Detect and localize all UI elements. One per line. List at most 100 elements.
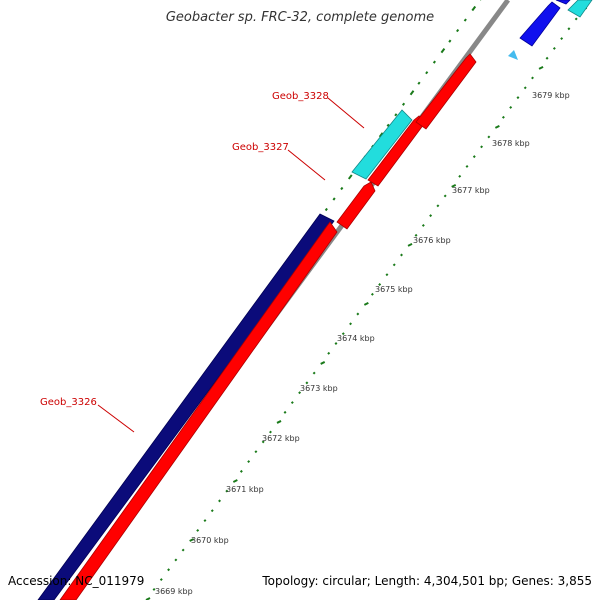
scale-tick <box>247 460 251 464</box>
scale-tick <box>210 509 214 513</box>
gc-dot <box>425 71 429 75</box>
tick-label: 3676 kbp <box>413 236 451 245</box>
tick-label: 3669 kbp <box>155 587 193 596</box>
gene-blue-arrow-2[interactable] <box>555 0 571 5</box>
gc-dot <box>440 48 446 54</box>
scale-tick <box>232 479 238 483</box>
scale-tick <box>531 76 534 80</box>
scale-tick <box>261 440 265 444</box>
scale-tick <box>239 469 243 473</box>
scale-tick <box>429 214 433 218</box>
gene-cyan-arrow-2[interactable] <box>567 0 593 18</box>
scale-tick <box>472 155 476 159</box>
scale-tick <box>327 351 331 355</box>
scale-tick <box>465 165 469 168</box>
gc-dot <box>432 60 436 64</box>
scale-tick <box>436 204 440 208</box>
callout-line-geob-3328 <box>327 97 365 129</box>
callout-line-geob-3326 <box>97 404 135 433</box>
gc-dot <box>324 207 328 212</box>
scale-tick <box>545 56 549 60</box>
scale-tick <box>174 558 178 562</box>
scale-tick <box>516 96 520 100</box>
gene-label-geob-3328[interactable]: Geob_3328 <box>272 91 329 102</box>
scale-tick <box>509 105 513 109</box>
scale-tick <box>152 587 156 591</box>
scale-tick <box>487 135 491 139</box>
scale-tick <box>225 489 229 493</box>
scale-tick <box>196 528 200 532</box>
scale-tick <box>494 124 500 129</box>
tick-dots <box>145 0 592 600</box>
genome-summary-text: Topology: circular; Length: 4,304,501 bp… <box>262 574 592 588</box>
gene-label-geob-3327[interactable]: Geob_3327 <box>232 142 289 153</box>
tick-label: 3678 kbp <box>492 139 530 148</box>
scale-tick <box>480 145 484 149</box>
scale-tick <box>501 115 505 119</box>
scale-tick <box>167 568 171 572</box>
scale-tick <box>407 243 413 247</box>
scale-tick <box>392 263 396 267</box>
scale-tick <box>189 538 195 542</box>
gene-geob-3328-arrow[interactable] <box>351 109 413 180</box>
gc-dot <box>463 18 467 22</box>
gc-dot <box>340 186 344 191</box>
accession-text: Accession: NC_011979 <box>8 574 145 588</box>
tick-label: 3671 kbp <box>226 485 264 494</box>
gene-geob-3327-arrow[interactable] <box>336 181 376 230</box>
scale-tick <box>269 430 272 434</box>
scale-tick <box>385 273 389 277</box>
scale-tick <box>181 548 185 552</box>
gene-red-arrow-4[interactable] <box>415 53 477 130</box>
scale-tick <box>341 332 345 336</box>
scale-tick <box>218 499 221 503</box>
gc-dot <box>386 123 390 127</box>
map-title: Geobacter sp. FRC-32, complete genome <box>165 10 435 25</box>
scale-tick <box>312 371 316 375</box>
scale-tick <box>370 292 374 296</box>
tick-label: 3674 kbp <box>337 334 375 343</box>
scale-tick <box>560 37 564 41</box>
scale-tick <box>421 224 425 227</box>
gc-dot <box>409 90 415 96</box>
scale-tick <box>378 283 382 286</box>
tick-label: 3673 kbp <box>300 384 338 393</box>
gene-label-geob-3326[interactable]: Geob_3326 <box>40 397 97 408</box>
scale-tick <box>538 65 544 70</box>
tick-label: 3670 kbp <box>191 536 229 545</box>
scale-tick <box>276 420 282 424</box>
scale-tick <box>203 519 207 523</box>
callout-line-geob-3327 <box>287 149 326 181</box>
gc-dot <box>378 132 384 138</box>
tick-label: 3672 kbp <box>262 434 300 443</box>
scale-tick <box>290 401 294 404</box>
scale-tick <box>552 46 556 50</box>
scale-tick <box>458 174 462 178</box>
gc-dot <box>417 81 421 85</box>
scale-tick <box>159 578 163 582</box>
scale-tick <box>574 17 578 21</box>
tick-label: 3675 kbp <box>375 285 413 294</box>
scale-tick <box>400 253 403 257</box>
scale-tick <box>523 86 527 90</box>
tick-label: 3677 kbp <box>452 186 490 195</box>
gene-red-arrow-1[interactable] <box>59 221 338 600</box>
gc-dot <box>448 39 452 43</box>
scale-tick <box>443 194 447 198</box>
scale-tick <box>298 391 302 395</box>
scale-tick <box>356 312 360 316</box>
gene-geob-3326-arrow[interactable] <box>37 213 335 600</box>
scale-tick <box>283 410 287 414</box>
gc-dot <box>456 28 460 33</box>
gene-blue-arrow-1[interactable] <box>519 1 561 47</box>
scale-tick <box>414 233 418 237</box>
gc-dot <box>402 102 406 106</box>
scale-tick <box>305 381 309 385</box>
tick-label: 3679 kbp <box>532 91 570 100</box>
gc-dot <box>332 197 336 201</box>
gc-dot <box>347 174 353 180</box>
scale-tick <box>254 450 258 454</box>
scale-tick <box>320 361 326 365</box>
gene-fragment-light-blue <box>508 50 518 60</box>
